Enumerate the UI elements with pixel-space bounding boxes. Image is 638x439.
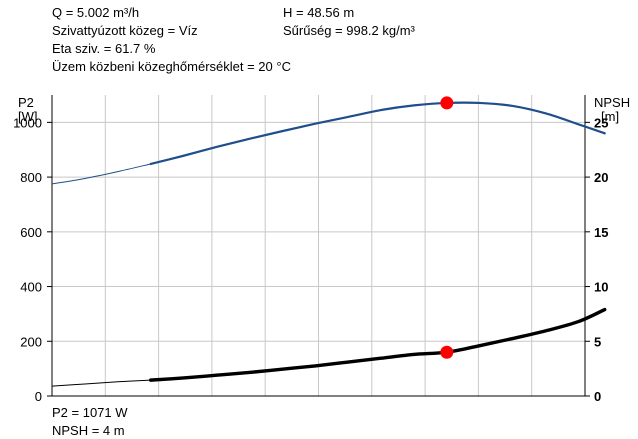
npsh-curve-thin-segment [51,379,151,387]
right-tick-label: 25 [594,115,608,130]
right-axis-unit: [m] [601,109,619,124]
right-axis-title: NPSH [594,95,630,110]
right-tick-label: 20 [594,170,608,185]
p2-result-text: P2 = 1071 W [52,405,128,420]
pump-efficiency-text: Eta sziv. = 61.7 % [52,41,156,56]
npsh-operating-point [440,345,454,359]
grid-lines [52,95,585,396]
npsh-curve [149,307,607,382]
npsh-result-text: NPSH = 4 m [52,423,125,438]
left-tick-label: 800 [20,170,42,185]
head-text: H = 48.56 m [283,5,355,20]
left-tick-label: 0 [35,389,42,404]
flow-rate-text: Q = 5.002 m³/h [52,5,140,20]
p2-curve [149,101,606,166]
right-tick-label: 0 [594,389,601,404]
temperature-text: Üzem közbeni közeghőmérséklet = 20 °C [52,59,291,74]
right-tick-label: 15 [594,225,608,240]
right-tick-label: 10 [594,280,608,295]
left-tick-label: 200 [20,334,42,349]
left-axis-unit: [W] [18,109,38,124]
left-axis-title: P2 [18,95,34,110]
density-text: Sűrűség = 998.2 kg/m³ [283,23,415,38]
axis-labels: 0 200 400 600 800 1000 0 5 10 15 20 25 P2[W] NPSH[m] [13,95,630,404]
right-tick-label: 5 [594,334,601,349]
p2-operating-point [440,96,454,110]
operating-point-markers [440,96,454,359]
curves [51,101,607,387]
pumped-medium-text: Szivattyúzott közeg = Víz [52,23,198,38]
left-tick-label: 1000 [13,115,42,130]
left-tick-label: 600 [20,225,42,240]
p2-curve-thin-segment [51,163,151,185]
axes [47,95,590,397]
left-tick-label: 400 [20,280,42,295]
